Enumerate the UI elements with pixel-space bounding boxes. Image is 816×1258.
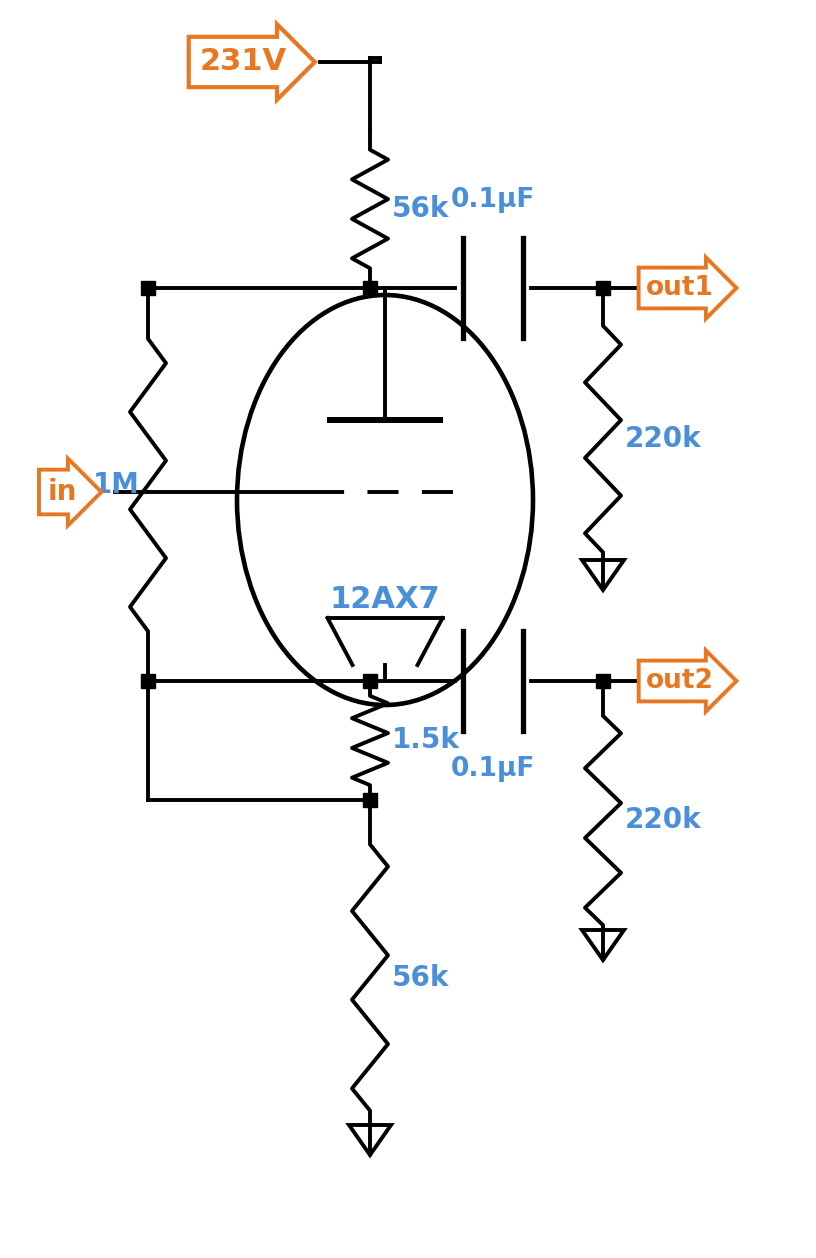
Text: 56k: 56k (392, 195, 450, 223)
Text: 220k: 220k (625, 425, 702, 453)
Text: out1: out1 (646, 276, 714, 301)
Text: 220k: 220k (625, 806, 702, 834)
Text: 1.5k: 1.5k (392, 727, 460, 755)
Text: 12AX7: 12AX7 (330, 585, 441, 614)
Text: 231V: 231V (199, 48, 286, 77)
Bar (141, 281, 155, 294)
Bar (141, 674, 155, 688)
Text: out2: out2 (646, 668, 714, 694)
Bar (363, 281, 377, 294)
Text: in: in (47, 478, 77, 506)
Bar (363, 793, 377, 806)
Text: 56k: 56k (392, 964, 450, 991)
Bar (596, 281, 610, 294)
Text: 0.1μF: 0.1μF (450, 756, 535, 782)
Text: 0.1μF: 0.1μF (450, 187, 535, 213)
Bar (596, 674, 610, 688)
Text: 1M: 1M (93, 470, 140, 499)
Bar (363, 674, 377, 688)
